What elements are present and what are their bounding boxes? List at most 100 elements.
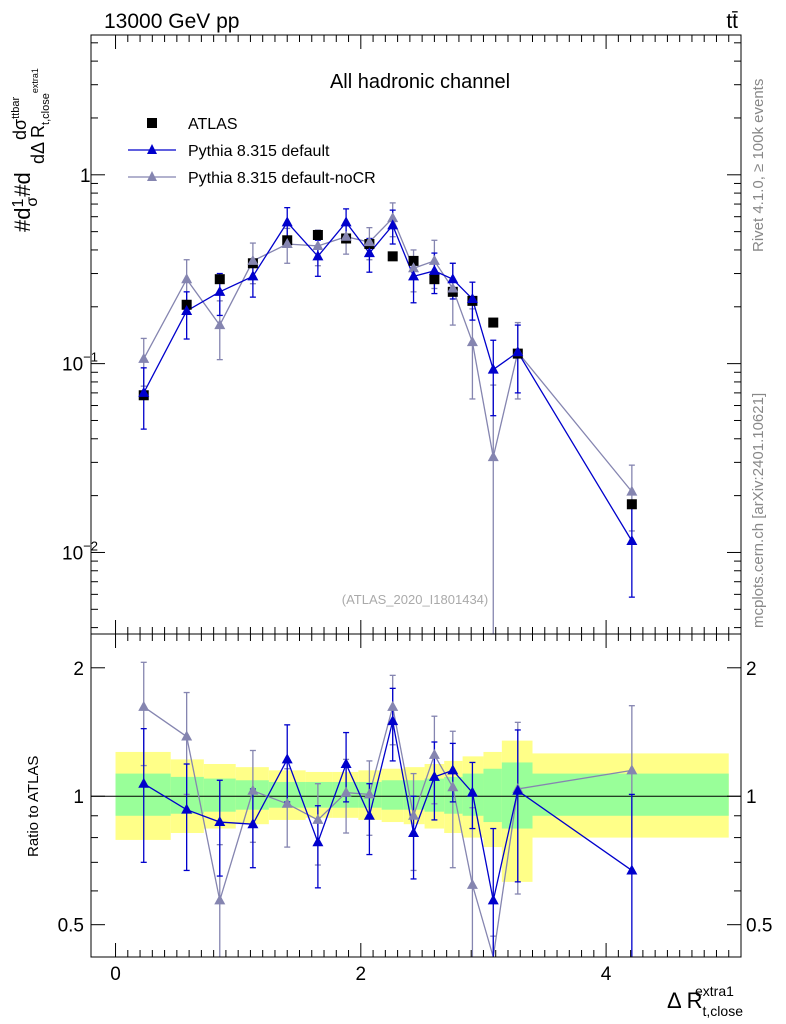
- ratio-point-default: [512, 784, 524, 795]
- main-point-nocr: [626, 485, 638, 496]
- ratio-band-inner: [305, 781, 333, 808]
- x-tick-label: 4: [601, 964, 612, 985]
- main-point-default: [447, 273, 459, 284]
- main-point-nocr: [247, 254, 259, 265]
- main-y-tick-label: 1: [80, 166, 91, 187]
- ratio-line-nocr: [143, 706, 632, 958]
- ratio-point-nocr: [408, 809, 420, 820]
- main-point-nocr: [340, 230, 352, 241]
- main-point-atlas: [429, 274, 440, 285]
- ratio-point-default: [387, 715, 399, 726]
- ratio-point-default: [312, 836, 324, 847]
- main-point-default: [363, 247, 375, 258]
- analysis-id-label: (ATLAS_2020_I1801434): [342, 592, 488, 607]
- legend-marker-atlas: [147, 118, 157, 128]
- main-point-nocr: [138, 352, 150, 363]
- main-point-nocr: [387, 212, 399, 223]
- ratio-point-nocr: [214, 894, 226, 905]
- main-point-default: [281, 216, 293, 227]
- main-point-default: [428, 264, 440, 275]
- main-point-nocr: [181, 273, 193, 284]
- ratio-point-nocr: [247, 784, 259, 795]
- mcplots-reference-label: mcplots.cern.ch [arXiv:2401.10621]: [750, 393, 767, 628]
- ratio-y-tick-label-left: 0.5: [58, 916, 84, 937]
- legend-marker-pythia-default: [147, 144, 157, 154]
- legend-entry-atlas: ATLAS: [147, 116, 238, 133]
- energy-label: 13000 GeV pp: [104, 10, 239, 33]
- main-point-atlas: [214, 274, 225, 285]
- legend-label-pythia-default: Pythia 8.315 default: [188, 143, 330, 160]
- main-y-axis-label: #d1σ#d dσttbar dΔ Rt,closeextra1: [10, 68, 52, 232]
- main-point-nocr: [363, 236, 375, 247]
- ratio-y-tick-label-left: 1: [73, 787, 84, 808]
- ratio-series-layer: [138, 661, 638, 958]
- x-tick-label: 2: [356, 964, 367, 985]
- ratio-line-default: [143, 720, 633, 901]
- main-point-default: [512, 346, 524, 357]
- ratio-point-nocr: [363, 788, 375, 799]
- main-point-atlas: [626, 499, 637, 510]
- ratio-point-default: [428, 770, 440, 781]
- main-point-default: [312, 250, 324, 261]
- ratio-point-default: [466, 786, 478, 797]
- main-point-default: [408, 270, 420, 281]
- legend-marker-pythia-nocr: [147, 171, 157, 181]
- ratio-point-nocr: [626, 764, 638, 775]
- ratio-point-default: [447, 764, 459, 775]
- main-point-nocr: [487, 451, 499, 462]
- ratio-point-default: [247, 818, 259, 829]
- ratio-point-default: [181, 803, 193, 814]
- legend-entry-pythia-default: Pythia 8.315 default: [128, 143, 330, 160]
- svg-text:#d1σ#d: #d1σ#d: [10, 172, 41, 232]
- main-line-default: [143, 221, 633, 542]
- legend-label-pythia-nocr: Pythia 8.315 default-noCR: [188, 170, 376, 187]
- main-point-default: [466, 292, 478, 303]
- rivet-version-label: Rivet 4.1.0, ≥ 100k events: [750, 79, 767, 252]
- main-panel: All hadronic channel (ATLAS_2020_I180143…: [10, 34, 742, 635]
- svg-text:dΔ Rt,closeextra1: dΔ Rt,closeextra1: [28, 68, 52, 164]
- ratio-y-axis-label: Ratio to ATLAS: [25, 756, 42, 857]
- ratio-y-tick-label-right: 0.5: [746, 916, 772, 937]
- ratio-point-default: [487, 894, 499, 905]
- ratio-band-inner: [483, 768, 502, 823]
- ratio-point-nocr: [466, 878, 478, 889]
- ratio-point-default: [281, 753, 293, 764]
- ratio-frame: [90, 633, 742, 958]
- main-point-default: [247, 270, 259, 281]
- main-point-atlas: [181, 299, 192, 310]
- ratio-point-nocr: [181, 730, 193, 741]
- main-y-tick-exponent: −2: [83, 538, 98, 553]
- legend-label-atlas: ATLAS: [188, 116, 238, 133]
- main-point-nocr: [466, 336, 478, 347]
- ratio-axes: 2 2 1 1 0.5 0.5 0 2 4: [58, 633, 772, 985]
- main-point-default: [340, 216, 352, 227]
- x-axis-label: Δ Rt,closeextra1: [667, 983, 743, 1019]
- x-tick-label: 0: [110, 964, 121, 985]
- main-point-default: [181, 304, 193, 315]
- ratio-point-nocr: [387, 700, 399, 711]
- main-axes: 1 10−1 10−2: [62, 34, 742, 635]
- main-y-tick-label: 10−2: [62, 538, 98, 564]
- main-point-nocr: [428, 254, 440, 265]
- main-point-default: [487, 363, 499, 374]
- ratio-point-nocr: [281, 797, 293, 808]
- main-point-nocr: [408, 262, 420, 273]
- ratio-y-tick-label-right: 1: [746, 787, 757, 808]
- main-point-atlas: [488, 317, 499, 328]
- ratio-point-nocr: [340, 786, 352, 797]
- svg-text:dσttbar: dσttbar: [10, 97, 30, 140]
- ratio-point-default: [138, 777, 150, 788]
- main-point-default: [138, 386, 150, 397]
- ratio-point-default: [408, 827, 420, 838]
- main-line-nocr: [143, 216, 633, 493]
- ratio-panel: 2 2 1 1 0.5 0.5 0 2 4 Ratio to ATLAS: [25, 633, 772, 985]
- main-point-nocr: [214, 319, 226, 330]
- process-label: tt̄: [726, 10, 738, 33]
- ratio-y-tick-label-left: 2: [73, 659, 84, 680]
- ratio-point-nocr: [312, 813, 324, 824]
- ratio-point-default: [626, 864, 638, 875]
- ratio-point-nocr: [428, 748, 440, 759]
- main-title: All hadronic channel: [330, 71, 510, 93]
- main-point-nocr: [447, 282, 459, 293]
